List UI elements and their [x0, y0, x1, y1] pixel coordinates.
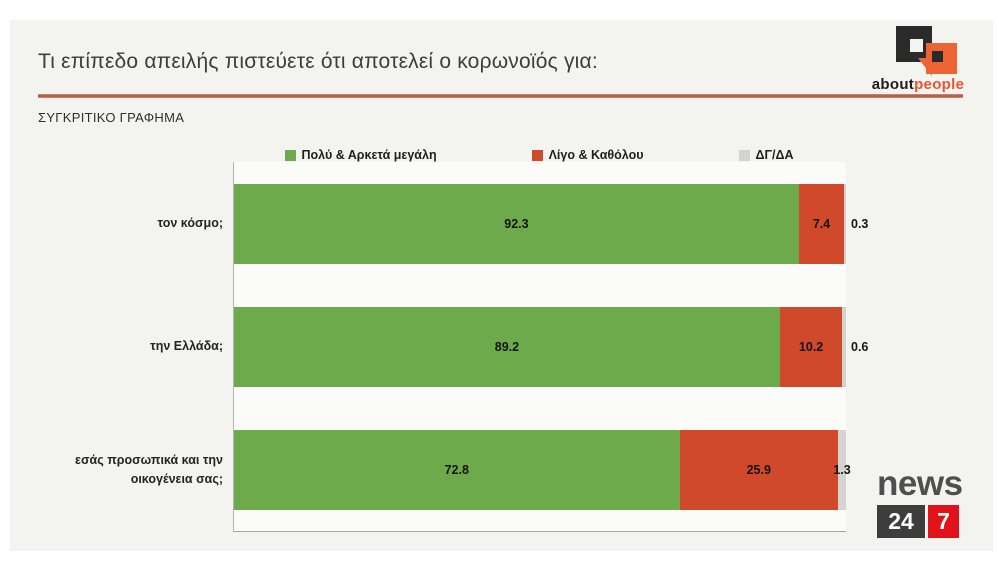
news247-wordmark: news: [877, 464, 963, 503]
aboutpeople-word-people: people: [914, 76, 965, 93]
category-label: τον κόσμο;: [157, 216, 223, 231]
value-label: 72.8: [444, 463, 469, 477]
news247-box-24: 24: [877, 505, 925, 538]
chart-subtitle: ΣΥΓΚΡΙΤΙΚΟ ΓΡΑΦΗΜΑ: [38, 110, 185, 125]
speech-bubble-hole-icon: [932, 51, 943, 62]
news247-number-boxes: 24 7: [877, 505, 963, 538]
category-label: εσάς προσωπικά και την οικογένεια σας;: [75, 452, 223, 486]
news247-box-7: 7: [928, 505, 959, 538]
aboutpeople-wordmark: aboutpeople: [868, 76, 968, 93]
news247-logo: news 24 7: [877, 466, 963, 538]
legend-label: ΔΓ/ΔΑ: [755, 148, 794, 162]
legend-swatch-icon: [738, 149, 750, 161]
category-label: την Ελλάδα;: [150, 339, 223, 354]
value-label: 0.3: [851, 217, 869, 231]
plot-area: 92.3 7.4 0.3 89.2 10.2 0.6 72.8 25.9 1.3: [233, 162, 868, 532]
legend-label: Λίγο & Καθόλου: [548, 148, 644, 162]
value-label: 89.2: [494, 340, 520, 354]
speech-bubble-tail-icon: [918, 58, 932, 76]
title-divider: [38, 94, 963, 98]
value-label: 0.6: [851, 340, 869, 354]
bar-segment-low: 7.4: [798, 184, 845, 264]
bar-segment-dk: [838, 430, 846, 510]
bar-row: 89.2 10.2 0.6: [234, 307, 868, 387]
legend-item: Πολύ & Αρκετά μεγάλη: [284, 148, 437, 162]
speech-bubble-hole-icon: [910, 39, 923, 52]
bar-segment-dk: [842, 307, 846, 387]
bar-segment-low: 25.9: [679, 430, 839, 510]
bar-segment-high: 89.2: [234, 307, 780, 387]
value-label: 10.2: [798, 340, 824, 354]
value-label: 92.3: [504, 217, 529, 231]
value-label: 7.4: [812, 217, 831, 231]
bar-segment-dk: [844, 184, 846, 264]
aboutpeople-logo: aboutpeople: [868, 24, 968, 96]
legend-swatch-icon: [531, 149, 543, 161]
legend-swatch-icon: [284, 149, 296, 161]
aboutpeople-word-about: about: [871, 76, 915, 93]
value-label: 25.9: [746, 463, 771, 477]
bar-row: 92.3 7.4 0.3: [234, 184, 868, 264]
legend-item: ΔΓ/ΔΑ: [738, 148, 794, 162]
bar-segment-low: 10.2: [779, 307, 843, 387]
page-title: Τι επίπεδο απειλής πιστεύετε ότι αποτελε…: [38, 50, 598, 73]
bar-segment-high: 72.8: [234, 430, 680, 510]
legend-item: Λίγο & Καθόλου: [531, 148, 644, 162]
legend-label: Πολύ & Αρκετά μεγάλη: [301, 148, 437, 162]
bar-row: 72.8 25.9 1.3: [234, 430, 851, 510]
value-label: 1.3: [833, 463, 851, 477]
chart-legend: Πολύ & Αρκετά μεγάλη Λίγο & Καθόλου ΔΓ/ΔΑ: [233, 146, 845, 164]
bar-segment-high: 92.3: [234, 184, 799, 264]
category-axis: τον κόσμο; την Ελλάδα; εσάς προσωπικά και …: [53, 162, 223, 531]
